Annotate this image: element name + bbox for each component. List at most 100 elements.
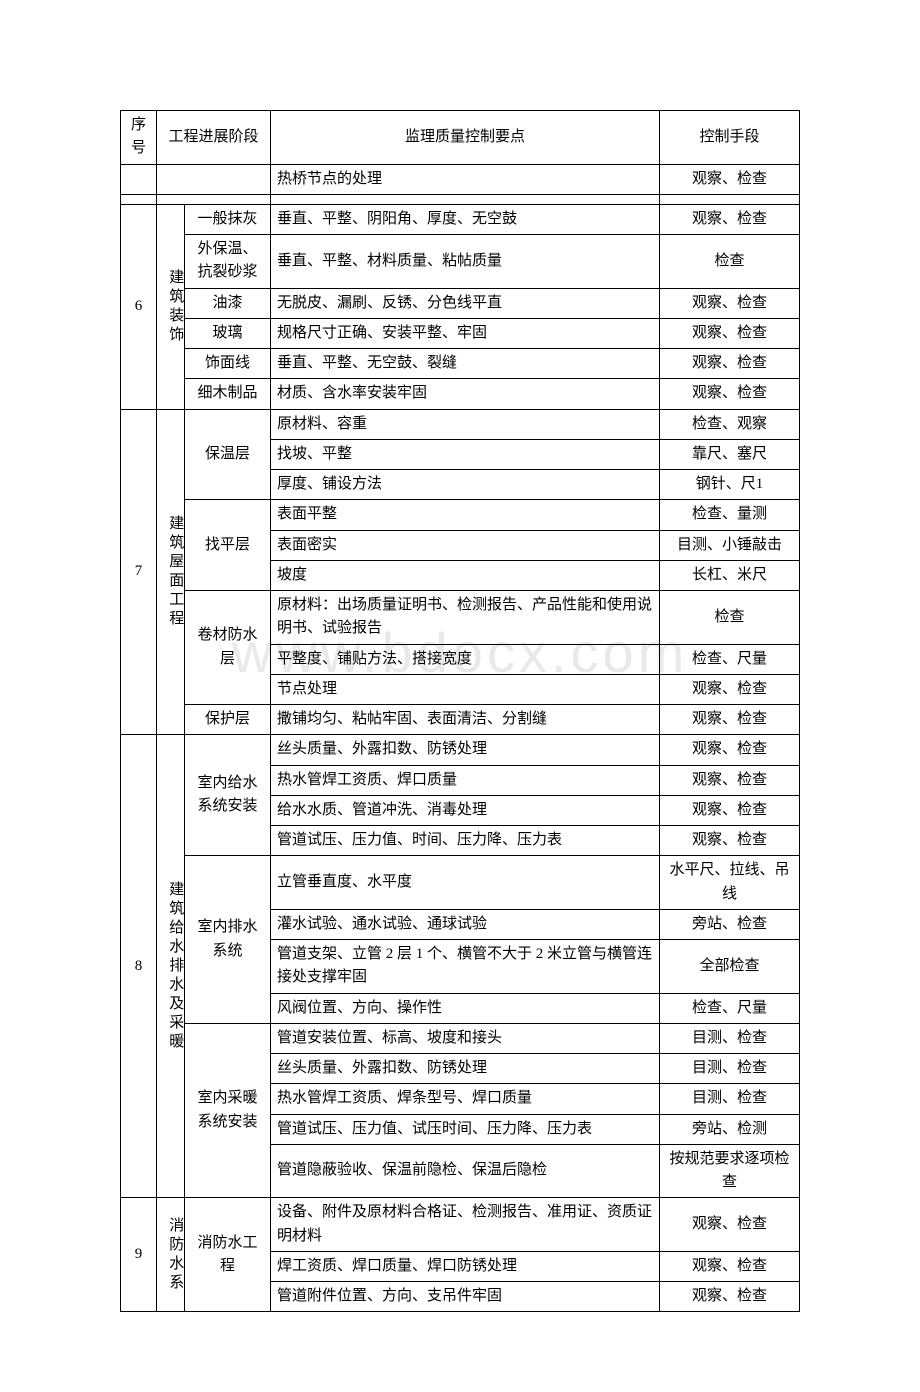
- table-row: 热桥节点的处理 观察、检查: [121, 164, 800, 194]
- point-6-0: 垂直、平整、阴阳角、厚度、无空鼓: [271, 204, 660, 234]
- method-8-2-4: 按规范要求逐项检查: [660, 1144, 800, 1198]
- seq-7: 7: [121, 409, 157, 735]
- point-8-1-2: 管道支架、立管 2 层 1 个、横管不大于 2 米立管与横管连接处支撑牢固: [271, 940, 660, 994]
- method-8-1-1: 旁站、检查: [660, 909, 800, 939]
- sub-7-3: 保护层: [185, 705, 271, 735]
- point-8-0-2: 给水水质、管道冲洗、消毒处理: [271, 795, 660, 825]
- point-8-2-1: 丝头质量、外露扣数、防锈处理: [271, 1054, 660, 1084]
- point-8-2-0: 管道安装位置、标高、坡度和接头: [271, 1023, 660, 1053]
- point-7-2-0: 原材料：出场质量证明书、检测报告、产品性能和使用说明书、试验报告: [271, 591, 660, 645]
- sub-8-2: 室内采暖系统安装: [185, 1023, 271, 1198]
- point-7-0-1: 找坡、平整: [271, 439, 660, 469]
- table-row: 饰面线 垂直、平整、无空鼓、裂缝 观察、检查: [121, 349, 800, 379]
- point-8-2-3: 管道试压、压力值、试压时间、压力降、压力表: [271, 1114, 660, 1144]
- stage-8a: 建筑给水排水及采暖: [157, 735, 185, 1198]
- method-8-0-1: 观察、检查: [660, 765, 800, 795]
- point-7-2-2: 节点处理: [271, 674, 660, 704]
- table-row: 玻璃 规格尺寸正确、安装平整、牢固 观察、检查: [121, 318, 800, 348]
- point-8-2-2: 热水管焊工资质、焊条型号、焊口质量: [271, 1084, 660, 1114]
- table-header-row: 序号 工程进展阶段 监理质量控制要点 控制手段: [121, 111, 800, 165]
- header-stage: 工程进展阶段: [157, 111, 271, 165]
- table-row: 室内采暖系统安装 管道安装位置、标高、坡度和接头 目测、检查: [121, 1023, 800, 1053]
- method-8-1-3: 检查、尺量: [660, 993, 800, 1023]
- method-7-3-0: 观察、检查: [660, 705, 800, 735]
- sub-6-2: 油漆: [185, 288, 271, 318]
- cell-stage-empty: [157, 164, 271, 194]
- point-8-1-1: 灌水试验、通水试验、通球试验: [271, 909, 660, 939]
- point-6-3: 规格尺寸正确、安装平整、牢固: [271, 318, 660, 348]
- method-8-2-3: 旁站、检测: [660, 1114, 800, 1144]
- stage-9a: 消防水系: [157, 1198, 185, 1312]
- point-8-2-4: 管道隐蔽验收、保温前隐检、保温后隐检: [271, 1144, 660, 1198]
- header-point: 监理质量控制要点: [271, 111, 660, 165]
- table-row: 找平层 表面平整 检查、量测: [121, 500, 800, 530]
- point-8-0-3: 管道试压、压力值、时间、压力降、压力表: [271, 826, 660, 856]
- sub-8-1: 室内排水系统: [185, 856, 271, 1024]
- method-7-0-1: 靠尺、塞尺: [660, 439, 800, 469]
- method-7-2-2: 观察、检查: [660, 674, 800, 704]
- method-7-0-0: 检查、观察: [660, 409, 800, 439]
- seq-6: 6: [121, 204, 157, 409]
- sub-7-0: 保温层: [185, 409, 271, 500]
- method-9-2: 观察、检查: [660, 1282, 800, 1312]
- point-8-0-1: 热水管焊工资质、焊口质量: [271, 765, 660, 795]
- method-6-5: 观察、检查: [660, 379, 800, 409]
- method-6-1: 检查: [660, 235, 800, 289]
- method-8-2-2: 目测、检查: [660, 1084, 800, 1114]
- point-6-1: 垂直、平整、材料质量、粘帖质量: [271, 235, 660, 289]
- method-7-1-2: 长杠、米尺: [660, 560, 800, 590]
- stage-7a: 建筑屋面工程: [157, 409, 185, 735]
- method-7-1-0: 检查、量测: [660, 500, 800, 530]
- table-row: 保护层 撒铺均匀、粘帖牢固、表面清洁、分割缝 观察、检查: [121, 705, 800, 735]
- cell-method: 观察、检查: [660, 164, 800, 194]
- point-8-1-0: 立管垂直度、水平度: [271, 856, 660, 910]
- method-8-0-3: 观察、检查: [660, 826, 800, 856]
- method-6-4: 观察、检查: [660, 349, 800, 379]
- control-points-table: 序号 工程进展阶段 监理质量控制要点 控制手段 热桥节点的处理 观察、检查 6 …: [120, 110, 800, 1312]
- table-row: 细木制品 材质、含水率安装牢固 观察、检查: [121, 379, 800, 409]
- method-6-0: 观察、检查: [660, 204, 800, 234]
- method-8-1-2: 全部检查: [660, 940, 800, 994]
- method-7-1-1: 目测、小锤敲击: [660, 530, 800, 560]
- sub-6-3: 玻璃: [185, 318, 271, 348]
- point-6-5: 材质、含水率安装牢固: [271, 379, 660, 409]
- table-row: 8 建筑给水排水及采暖 室内给水系统安装 丝头质量、外露扣数、防锈处理 观察、检…: [121, 735, 800, 765]
- method-8-1-0: 水平尺、拉线、吊线: [660, 856, 800, 910]
- point-7-3-0: 撒铺均匀、粘帖牢固、表面清洁、分割缝: [271, 705, 660, 735]
- point-8-1-3: 风阀位置、方向、操作性: [271, 993, 660, 1023]
- cell-point: 热桥节点的处理: [271, 164, 660, 194]
- cell-seq-empty: [121, 164, 157, 194]
- seq-9: 9: [121, 1198, 157, 1312]
- table-row: 9 消防水系 消防水工程 设备、附件及原材料合格证、检测报告、准用证、资质证明材…: [121, 1198, 800, 1252]
- blank-row: [121, 194, 800, 204]
- table-row: 7 建筑屋面工程 保温层 原材料、容重 检查、观察: [121, 409, 800, 439]
- header-method: 控制手段: [660, 111, 800, 165]
- document-page: www.bdocx.com 序号 工程进展阶段 监理质量控制要点 控制手段 热桥…: [0, 0, 920, 1392]
- method-9-0: 观察、检查: [660, 1198, 800, 1252]
- point-9-1: 焊工资质、焊口质量、焊口防锈处理: [271, 1251, 660, 1281]
- table-row: 室内排水系统 立管垂直度、水平度 水平尺、拉线、吊线: [121, 856, 800, 910]
- point-7-1-1: 表面密实: [271, 530, 660, 560]
- method-6-2: 观察、检查: [660, 288, 800, 318]
- table-row: 卷材防水层 原材料：出场质量证明书、检测报告、产品性能和使用说明书、试验报告 检…: [121, 591, 800, 645]
- method-7-0-2: 钢针、尺1: [660, 470, 800, 500]
- table-row: 外保温、抗裂砂浆 垂直、平整、材料质量、粘帖质量 检查: [121, 235, 800, 289]
- sub-6-5: 细木制品: [185, 379, 271, 409]
- point-7-0-2: 厚度、铺设方法: [271, 470, 660, 500]
- sub-7-2: 卷材防水层: [185, 591, 271, 705]
- sub-6-0: 一般抹灰: [185, 204, 271, 234]
- point-7-1-2: 坡度: [271, 560, 660, 590]
- method-7-2-0: 检查: [660, 591, 800, 645]
- point-6-2: 无脱皮、漏刷、反锈、分色线平直: [271, 288, 660, 318]
- table-row: 6 建筑装饰 一般抹灰 垂直、平整、阴阳角、厚度、无空鼓 观察、检查: [121, 204, 800, 234]
- method-7-2-1: 检查、尺量: [660, 644, 800, 674]
- table-row: 油漆 无脱皮、漏刷、反锈、分色线平直 观察、检查: [121, 288, 800, 318]
- point-6-4: 垂直、平整、无空鼓、裂缝: [271, 349, 660, 379]
- sub-9: 消防水工程: [185, 1198, 271, 1312]
- seq-8: 8: [121, 735, 157, 1198]
- method-6-3: 观察、检查: [660, 318, 800, 348]
- point-8-0-0: 丝头质量、外露扣数、防锈处理: [271, 735, 660, 765]
- point-9-2: 管道附件位置、方向、支吊件牢固: [271, 1282, 660, 1312]
- sub-7-1: 找平层: [185, 500, 271, 591]
- method-9-1: 观察、检查: [660, 1251, 800, 1281]
